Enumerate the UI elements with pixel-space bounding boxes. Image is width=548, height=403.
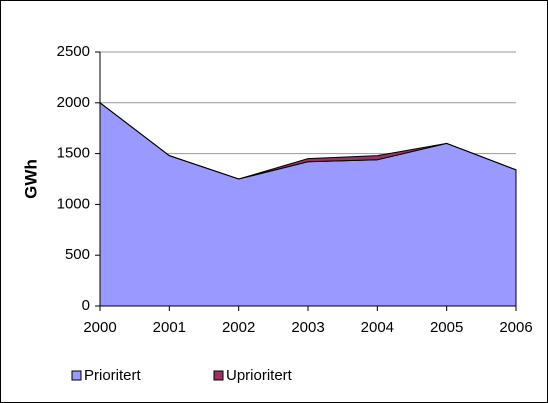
x-tick-label: 2002 [222, 319, 255, 336]
legend-label: Uprioritert [226, 367, 293, 384]
y-tick-label: 1500 [57, 145, 90, 162]
x-tick-label: 2005 [430, 319, 463, 336]
legend-swatch [213, 370, 224, 381]
legend-label: Prioritert [84, 367, 142, 384]
area [99, 102, 517, 180]
x-tick-label: 2003 [291, 319, 324, 336]
x-tick-label: 2004 [361, 319, 394, 336]
x-tick-label: 2000 [83, 319, 116, 336]
x-tick-label: 2001 [153, 319, 186, 336]
legend-swatch [71, 370, 82, 381]
y-tick-label: 2500 [57, 43, 90, 60]
y-axis-label: GWh [21, 159, 40, 199]
y-tick-label: 500 [65, 246, 90, 263]
y-tick-label: 0 [82, 297, 90, 314]
x-tick-label: 2006 [499, 319, 532, 336]
y-tick-label: 2000 [57, 94, 90, 111]
y-tick-label: 1000 [57, 195, 90, 212]
